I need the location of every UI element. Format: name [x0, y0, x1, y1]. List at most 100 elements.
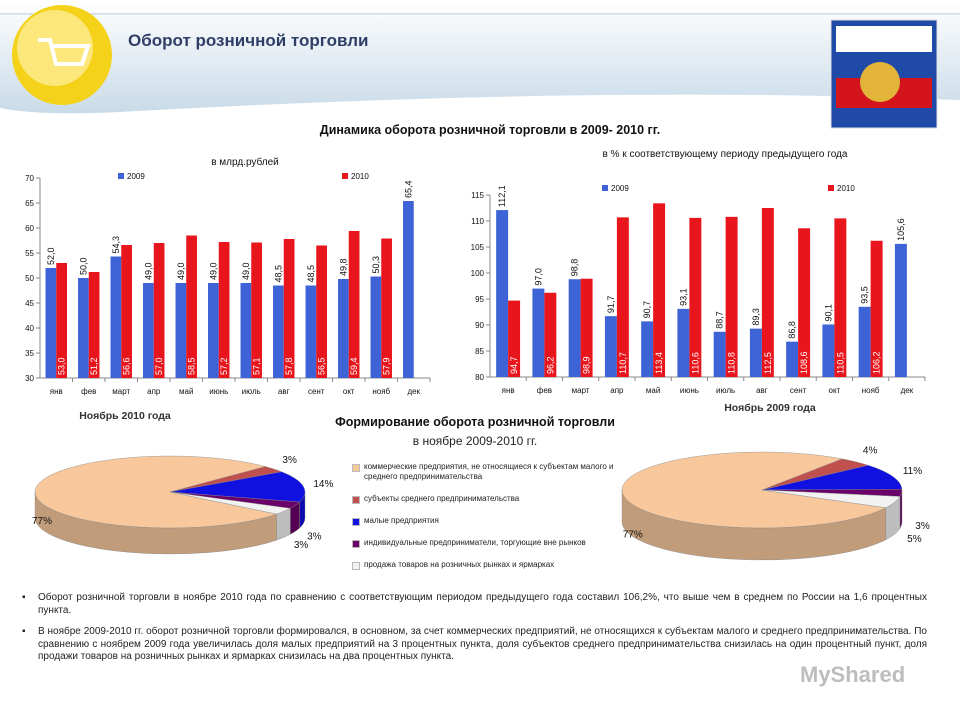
legend-label: 2010 — [351, 172, 369, 181]
legend-swatch — [352, 540, 360, 548]
value-label: 108,6 — [799, 351, 809, 374]
bar — [175, 283, 187, 378]
value-label: 93,5 — [860, 286, 870, 304]
x-tick-label: янв — [502, 386, 515, 395]
value-label: 57,9 — [382, 357, 392, 375]
value-label: 49,0 — [143, 262, 153, 280]
bar — [381, 238, 392, 378]
bar — [251, 242, 262, 378]
bar — [240, 283, 252, 378]
value-label: 98,9 — [582, 356, 592, 374]
x-tick-label: июнь — [209, 387, 228, 396]
legend-swatch — [352, 464, 360, 472]
value-label: 65,4 — [403, 180, 413, 198]
legend-label: коммерческие предприятия, не относящиеся… — [364, 462, 614, 481]
bar — [580, 278, 593, 377]
value-label: 110,5 — [835, 352, 845, 374]
value-label: 98,8 — [570, 259, 580, 277]
value-label: 112,5 — [763, 352, 773, 374]
bar — [186, 235, 197, 378]
bar — [798, 228, 811, 377]
bar — [749, 328, 762, 377]
bar — [870, 240, 883, 377]
bar — [88, 272, 100, 378]
x-tick-label: окт — [829, 386, 841, 395]
legend-item: коммерческие предприятия, не относящиеся… — [352, 462, 614, 482]
slice-label: 3% — [915, 521, 930, 532]
bar — [544, 292, 557, 377]
bar — [508, 300, 521, 377]
x-tick-label: сент — [790, 386, 807, 395]
value-label: 110,6 — [690, 352, 700, 374]
x-tick-label: авг — [756, 386, 768, 395]
bar — [858, 306, 871, 377]
bar — [143, 283, 154, 378]
pie-slice — [621, 451, 887, 529]
value-label: 48,5 — [273, 265, 283, 283]
chart-subtitle: в % к соответствующему периоду предыдуще… — [603, 149, 848, 160]
bar — [641, 321, 654, 377]
bar — [496, 210, 509, 377]
x-tick-label: фев — [537, 386, 552, 395]
y-tick-label: 70 — [25, 174, 34, 183]
y-tick-label: 40 — [25, 324, 34, 333]
bar — [689, 217, 702, 377]
value-label: 50,0 — [78, 257, 88, 275]
bar — [370, 276, 382, 378]
legend-item: субъекты среднего предпринимательства — [352, 494, 614, 504]
y-tick-label: 30 — [25, 374, 34, 383]
value-label: 57,8 — [284, 357, 294, 375]
legend-label: малые предприятия — [364, 516, 439, 525]
pie-slice — [169, 491, 291, 515]
bar — [121, 245, 132, 378]
y-tick-label: 35 — [25, 349, 34, 358]
bar — [56, 263, 67, 378]
legend-label: субъекты среднего предпринимательства — [364, 494, 520, 503]
y-tick-label: 95 — [475, 295, 484, 304]
x-tick-label: сент — [308, 387, 325, 396]
slice-label: 3% — [282, 455, 297, 466]
value-label: 57,0 — [154, 357, 164, 375]
y-tick-label: 110 — [471, 217, 484, 226]
legend-label: 2009 — [127, 172, 145, 181]
legend-swatch — [352, 496, 360, 504]
x-tick-label: март — [572, 386, 590, 395]
bar — [338, 279, 349, 378]
value-label: 51,2 — [89, 357, 99, 375]
pie-slice — [761, 465, 903, 491]
x-tick-label: июль — [242, 387, 261, 396]
x-tick-label: янв — [50, 387, 63, 396]
bar — [208, 283, 219, 378]
bullet: Оборот розничной торговли в ноябре 2010 … — [22, 592, 927, 617]
y-tick-label: 85 — [475, 347, 484, 356]
legend-item: индивидуальные предприниматели, торгующи… — [352, 538, 614, 548]
bar — [273, 285, 284, 378]
legend-swatch — [118, 173, 124, 179]
bar — [604, 316, 617, 377]
pie-caption: Ноябрь 2009 года — [724, 402, 816, 414]
value-label: 88,7 — [715, 311, 725, 329]
y-tick-label: 60 — [25, 224, 34, 233]
y-tick-label: 55 — [25, 249, 34, 258]
legend-swatch — [602, 185, 608, 191]
legend-swatch — [352, 562, 360, 570]
y-tick-label: 65 — [25, 199, 34, 208]
value-label: 49,0 — [241, 262, 251, 280]
value-label: 49,0 — [176, 262, 186, 280]
pie-slice — [761, 489, 901, 508]
bar — [403, 201, 414, 378]
y-tick-label: 100 — [471, 269, 485, 278]
bar — [786, 341, 799, 377]
bar — [305, 285, 317, 378]
value-label: 97,0 — [533, 268, 543, 286]
bar — [316, 245, 327, 378]
bar — [725, 216, 738, 377]
value-label: 56,6 — [122, 357, 132, 375]
x-tick-label: нояб — [372, 387, 390, 396]
x-tick-label: июль — [716, 386, 735, 395]
header-band — [0, 0, 960, 114]
section-title: Динамика оборота розничной торговли в 20… — [320, 123, 660, 137]
value-label: 113,4 — [654, 352, 664, 374]
chart-subtitle: в млрд.рублей — [211, 156, 279, 168]
legend-item: продажа товаров на розничных рынках и яр… — [352, 560, 614, 570]
